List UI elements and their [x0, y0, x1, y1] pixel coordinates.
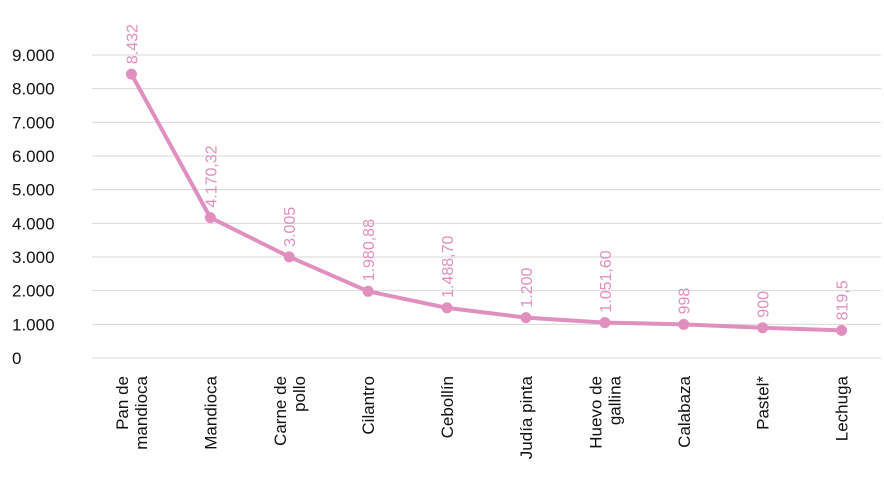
data-point	[125, 68, 137, 80]
x-tick-label-line: Lechuga	[833, 375, 852, 441]
y-tick-label: 2.000	[12, 282, 55, 301]
x-tick-label-line: Calabaza	[675, 375, 694, 447]
x-tick-label-line: Carne de	[271, 376, 290, 446]
data-point	[836, 324, 848, 336]
data-point	[599, 317, 611, 329]
data-point	[757, 322, 769, 334]
data-label: 8.432	[124, 24, 141, 64]
data-point	[204, 212, 216, 224]
data-labels: 8.432 4.170,32 3.005 1.980,88 1.488,70 1.200 1…	[124, 24, 851, 320]
data-label: 1.200	[519, 267, 536, 307]
y-tick-label: 5.000	[12, 181, 55, 200]
x-tick-label: Cebollín	[438, 376, 457, 438]
series-line	[125, 68, 848, 336]
x-tick-label-line: Cebollín	[438, 376, 457, 438]
data-point	[441, 302, 453, 314]
y-tick-label: 3.000	[12, 248, 55, 267]
data-point	[520, 312, 532, 324]
data-point	[283, 251, 295, 263]
x-tick-label: Pastel*	[754, 376, 773, 430]
data-label: 4.170,32	[203, 145, 220, 207]
data-point	[678, 318, 690, 330]
y-tick-label: 0	[12, 349, 21, 368]
data-label: 1.980,88	[361, 219, 378, 281]
y-tick-label: 7.000	[12, 113, 55, 132]
y-tick-label: 6.000	[12, 147, 55, 166]
y-tick-label: 1.000	[12, 315, 55, 334]
x-tick-label: Cilantro	[359, 376, 378, 435]
x-tick-label-line: Pan de	[113, 376, 132, 430]
x-tick-label-line: gallina	[605, 375, 624, 425]
x-tick-label-line: Huevo de	[586, 376, 605, 449]
x-tick-label: Pan de mandioca	[113, 375, 151, 449]
data-point	[362, 285, 374, 297]
x-tick-label-line: Pastel*	[754, 376, 773, 430]
series-line-path	[129, 72, 844, 333]
data-label: 819,5	[835, 280, 852, 320]
data-label: 1.051,60	[598, 250, 615, 312]
x-tick-label: Lechuga	[833, 375, 852, 441]
data-label: 1.488,70	[440, 235, 457, 297]
data-label: 998	[677, 288, 694, 315]
y-tick-label: 9.000	[12, 46, 55, 65]
y-axis-ticks: 0 1.000 2.000 3.000 4.000 5.000 6.000 7.000 8.00…	[12, 46, 55, 368]
data-label: 3.005	[282, 207, 299, 247]
x-tick-label-line: Mandioca	[201, 375, 220, 449]
x-tick-label: Mandioca	[201, 375, 220, 449]
x-tick-label: Carne de pollo	[271, 376, 309, 446]
y-tick-label: 8.000	[12, 80, 55, 99]
x-tick-label: Huevo de gallina	[586, 375, 624, 448]
x-tick-label-line: Cilantro	[359, 376, 378, 435]
x-axis-ticks: Pan de mandioca Mandioca Carne de pollo Cilan…	[113, 375, 852, 459]
data-label: 900	[756, 291, 773, 318]
x-tick-label: Judía pinta	[517, 375, 536, 459]
x-tick-label-line: Judía pinta	[517, 375, 536, 459]
x-tick-label-line: mandioca	[132, 375, 151, 449]
x-tick-label-line: pollo	[290, 376, 309, 412]
y-tick-label: 4.000	[12, 214, 55, 233]
gridlines	[92, 54, 881, 359]
x-tick-label: Calabaza	[675, 375, 694, 447]
